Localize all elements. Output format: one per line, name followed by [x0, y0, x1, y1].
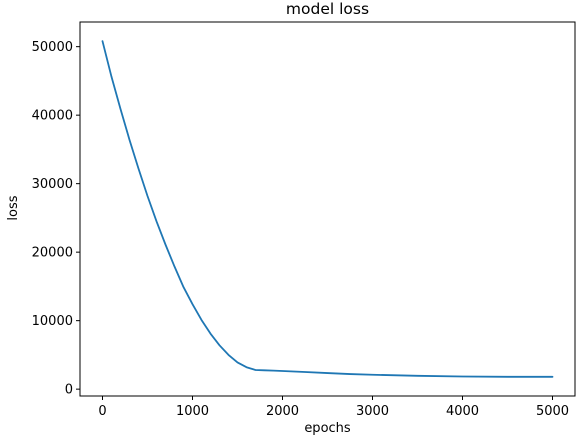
chart-title: model loss: [286, 0, 369, 18]
x-tick-label: 5000: [536, 404, 569, 419]
y-tick-label: 10000: [32, 314, 73, 329]
x-axis-label: epochs: [304, 421, 351, 436]
x-tick-label: 0: [98, 404, 106, 419]
y-tick-label: 40000: [32, 109, 73, 124]
y-tick-label: 50000: [32, 40, 73, 55]
x-tick-label: 2000: [266, 404, 299, 419]
y-axis-label: loss: [6, 195, 21, 220]
plot-area: [101, 40, 554, 378]
x-tick-label: 1000: [176, 404, 209, 419]
x-tick-label: 4000: [446, 404, 479, 419]
axes: 0 1000 2000 3000 4000 50000100002000030000400…: [32, 21, 576, 419]
x-tick-label: 3000: [356, 404, 389, 419]
plot-frame: [79, 21, 576, 397]
series-line-1: [101, 40, 554, 378]
y-tick-label: 20000: [32, 246, 73, 261]
y-tick-label: 0: [65, 383, 73, 398]
y-tick-label: 30000: [32, 177, 73, 192]
